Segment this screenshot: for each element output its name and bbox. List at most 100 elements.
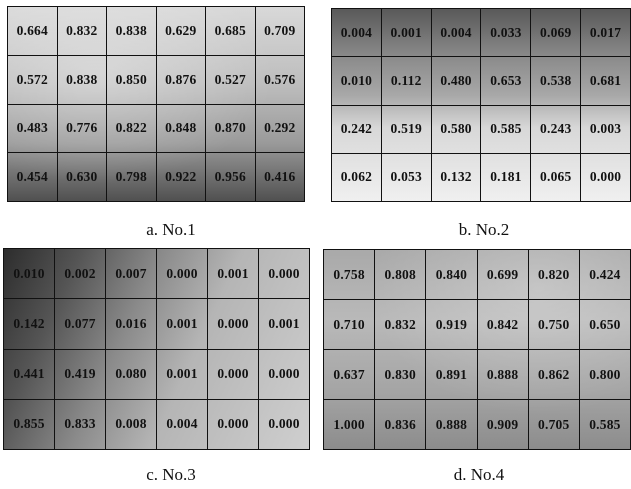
grid-cell: 0.001 — [157, 299, 208, 350]
grid-cell: 0.000 — [259, 249, 310, 300]
grid-cell: 0.069 — [531, 9, 582, 58]
grid-cell: 0.000 — [208, 399, 259, 450]
grid-cell: 0.758 — [324, 250, 376, 300]
grid-cell: 0.820 — [528, 250, 580, 300]
grid-cell: 0.888 — [426, 400, 478, 450]
grid-cell: 0.000 — [259, 399, 310, 450]
grid-cell: 0.441 — [4, 349, 55, 400]
grid-cell: 0.010 — [332, 57, 382, 106]
grid-cell: 0.010 — [4, 249, 55, 300]
grid-cell: 0.243 — [531, 105, 582, 154]
grid-cell: 0.888 — [477, 350, 529, 400]
value-grid: 0.758 0.808 0.840 0.699 0.820 0.424 0.710 0.832… — [323, 249, 631, 450]
grid-cell: 0.750 — [528, 300, 580, 350]
grid-cell: 0.519 — [381, 105, 432, 154]
grid-cell: 0.483 — [8, 104, 58, 154]
grid-cell: 0.808 — [375, 250, 427, 300]
grid-cell: 0.891 — [426, 350, 478, 400]
grid-cell: 0.836 — [375, 400, 427, 450]
grid-cell: 0.080 — [106, 349, 157, 400]
grid-cell: 0.454 — [8, 153, 58, 202]
grid-cell: 0.424 — [579, 250, 631, 300]
grid-cell: 0.112 — [381, 57, 432, 106]
grid-cell: 0.576 — [255, 55, 305, 105]
grid-cell: 0.001 — [259, 299, 310, 350]
panel-no2: 0.004 0.001 0.004 0.033 0.069 0.017 0.010 0.112… — [331, 8, 631, 202]
grid-cell: 0.416 — [255, 153, 305, 202]
grid-cell: 0.062 — [332, 153, 382, 202]
grid-cell: 0.710 — [324, 300, 376, 350]
grid-cell: 0.653 — [481, 57, 532, 106]
panel-caption: a. No.1 — [146, 220, 196, 239]
grid-cell: 0.630 — [57, 153, 107, 202]
grid-cell: 0.000 — [208, 349, 259, 400]
grid-cell: 0.709 — [255, 7, 305, 56]
grid-cell: 0.685 — [206, 7, 256, 56]
grid-cell: 0.776 — [57, 104, 107, 154]
grid-cell: 0.004 — [157, 399, 208, 450]
grid-cell: 0.132 — [431, 153, 482, 202]
grid-cell: 0.800 — [579, 350, 631, 400]
panel-no3: 0.010 0.002 0.007 0.000 0.001 0.000 0.142 0.077… — [3, 248, 310, 450]
grid-cell: 0.008 — [106, 399, 157, 450]
grid-cell: 0.850 — [107, 55, 157, 105]
grid-cell: 0.876 — [156, 55, 206, 105]
grid-cell: 0.000 — [259, 349, 310, 400]
grid-cell: 0.919 — [426, 300, 478, 350]
grid-cell: 0.922 — [156, 153, 206, 202]
panel-caption: c. No.3 — [146, 465, 196, 484]
grid-cell: 0.004 — [332, 9, 382, 58]
grid-cell: 1.000 — [324, 400, 376, 450]
grid-cell: 0.681 — [581, 57, 631, 106]
grid-cell: 0.870 — [206, 104, 256, 154]
value-grid: 0.664 0.832 0.838 0.629 0.685 0.709 0.572 0.838… — [7, 6, 305, 202]
panel-no1: 0.664 0.832 0.838 0.629 0.685 0.709 0.572 0.838… — [7, 6, 305, 202]
grid-cell: 0.181 — [481, 153, 532, 202]
grid-cell: 0.033 — [481, 9, 532, 58]
grid-cell: 0.001 — [208, 249, 259, 300]
grid-cell: 0.538 — [531, 57, 582, 106]
grid-cell: 0.909 — [477, 400, 529, 450]
grid-cell: 0.292 — [255, 104, 305, 154]
grid-cell: 0.000 — [208, 299, 259, 350]
panel-no4: 0.758 0.808 0.840 0.699 0.820 0.424 0.710 0.832… — [323, 249, 631, 450]
grid-cell: 0.650 — [579, 300, 631, 350]
grid-cell: 0.833 — [55, 399, 106, 450]
grid-cell: 0.000 — [157, 249, 208, 300]
grid-cell: 0.003 — [581, 105, 631, 154]
grid-cell: 0.840 — [426, 250, 478, 300]
grid-cell: 0.001 — [381, 9, 432, 58]
grid-cell: 0.855 — [4, 399, 55, 450]
grid-cell: 0.862 — [528, 350, 580, 400]
grid-cell: 0.798 — [107, 153, 157, 202]
grid-cell: 0.527 — [206, 55, 256, 105]
grid-cell: 0.838 — [107, 7, 157, 56]
grid-cell: 0.002 — [55, 249, 106, 300]
grid-cell: 0.580 — [431, 105, 482, 154]
grid-cell: 0.848 — [156, 104, 206, 154]
value-grid: 0.004 0.001 0.004 0.033 0.069 0.017 0.010 0.112… — [331, 8, 631, 202]
panel-caption: d. No.4 — [453, 465, 505, 484]
grid-cell: 0.419 — [55, 349, 106, 400]
grid-cell: 0.000 — [581, 153, 631, 202]
grid-cell: 0.004 — [431, 9, 482, 58]
grid-cell: 0.629 — [156, 7, 206, 56]
grid-cell: 0.838 — [57, 55, 107, 105]
value-grid: 0.010 0.002 0.007 0.000 0.001 0.000 0.142 0.077… — [3, 248, 310, 450]
grid-cell: 0.705 — [528, 400, 580, 450]
grid-cell: 0.480 — [431, 57, 482, 106]
grid-cell: 0.830 — [375, 350, 427, 400]
grid-cell: 0.142 — [4, 299, 55, 350]
grid-cell: 0.585 — [481, 105, 532, 154]
grid-cell: 0.065 — [531, 153, 582, 202]
grid-cell: 0.007 — [106, 249, 157, 300]
grid-cell: 0.001 — [157, 349, 208, 400]
grid-cell: 0.637 — [324, 350, 376, 400]
grid-cell: 0.832 — [57, 7, 107, 56]
grid-cell: 0.572 — [8, 55, 58, 105]
grid-cell: 0.017 — [581, 9, 631, 58]
grid-cell: 0.956 — [206, 153, 256, 202]
grid-cell: 0.077 — [55, 299, 106, 350]
grid-cell: 0.832 — [375, 300, 427, 350]
grid-cell: 0.016 — [106, 299, 157, 350]
